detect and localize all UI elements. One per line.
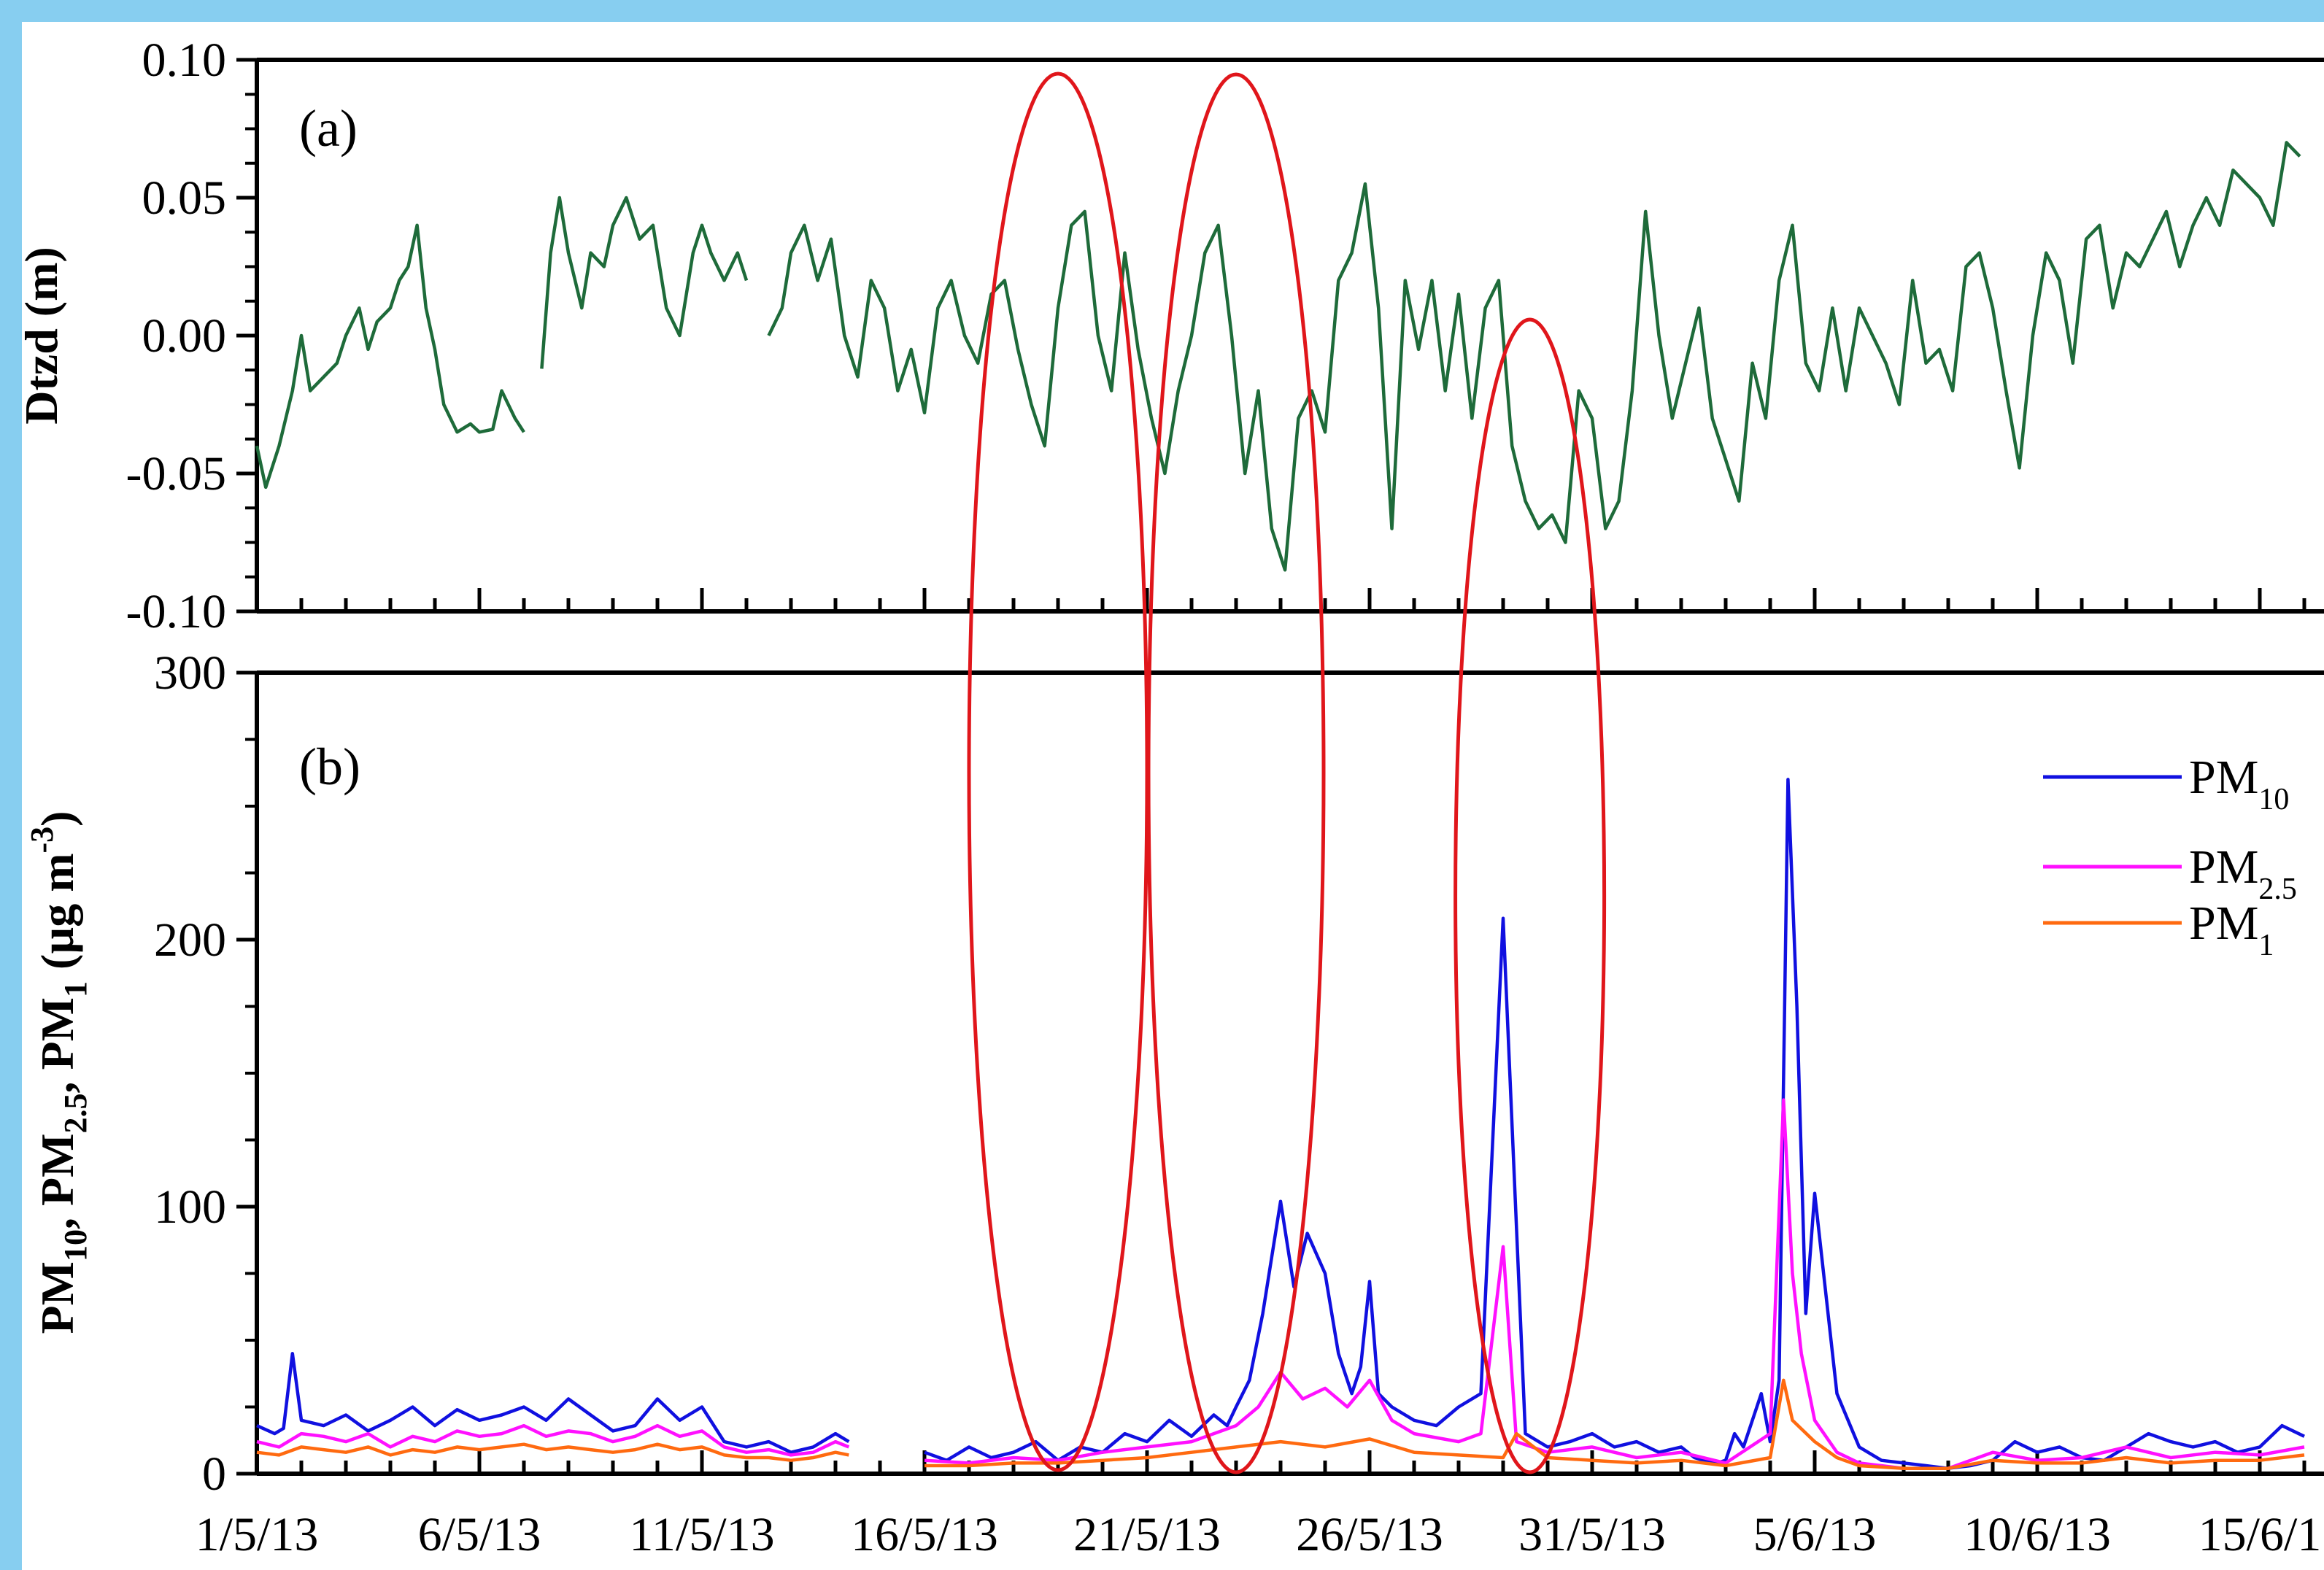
y-tick-label: -0.05 xyxy=(126,447,226,500)
x-tick-label: 5/6/13 xyxy=(1753,1508,1877,1561)
y-label-part: ) xyxy=(31,811,83,827)
y-label-part: PM xyxy=(31,1261,83,1334)
panel-a-ticks xyxy=(236,58,2324,614)
y-tick-label: 300 xyxy=(154,646,226,700)
y-tick-label: 100 xyxy=(154,1180,226,1234)
y-tick-label: -0.10 xyxy=(126,585,226,638)
y-label-part: 10 xyxy=(58,1229,93,1261)
y-label-part: (µg m xyxy=(31,853,83,981)
x-tick-label: 16/5/13 xyxy=(851,1508,998,1561)
panel-b-y-axis-label: PM10, PM2.5, PM1 (µg m-3) xyxy=(24,811,93,1334)
panel-a-y-tick-labels: 0.10 0.05 0.00 -0.05 -0.10 xyxy=(126,34,226,638)
highlight-ellipse xyxy=(1454,317,1607,1474)
panel-b-label: (b) xyxy=(299,738,360,796)
y-label-part: -3 xyxy=(24,827,60,854)
panel-a-label: (a) xyxy=(299,99,358,158)
y-tick-label: 0.05 xyxy=(142,171,227,225)
y-tick-label: 0 xyxy=(202,1447,226,1501)
x-tick-label: 26/5/13 xyxy=(1296,1508,1443,1561)
y-label-part: , PM xyxy=(31,1133,83,1229)
series-line xyxy=(924,1378,2305,1470)
panel-b-y-tick-labels: 300 200 100 0 xyxy=(154,646,226,1501)
series-line xyxy=(256,1423,850,1457)
series-line xyxy=(767,141,2301,572)
x-tick-label: 10/6/13 xyxy=(1964,1508,2111,1561)
panel-a: 0.10 0.05 0.00 -0.05 -0.10 (a) Dtzd (m) xyxy=(15,34,2324,638)
y-label-part: 1 xyxy=(58,981,93,997)
panel-a-series xyxy=(255,141,2301,572)
series-line xyxy=(256,1442,849,1462)
y-tick-label: 0.10 xyxy=(142,34,227,87)
y-tick-label: 0.00 xyxy=(142,309,227,363)
y-tick-label: 200 xyxy=(154,913,226,967)
legend-entry: PM2.5 xyxy=(2189,840,2297,906)
series-line xyxy=(924,778,2305,1470)
y-label-part: , PM xyxy=(31,997,83,1094)
y-label-part: 2.5 xyxy=(58,1093,93,1133)
series-line xyxy=(540,196,749,369)
x-tick-label: 21/5/13 xyxy=(1073,1508,1221,1561)
highlight-ellipses xyxy=(967,71,1607,1474)
x-tick-label: 6/5/13 xyxy=(418,1508,541,1561)
series-line xyxy=(256,1352,850,1454)
panel-a-y-axis-label: Dtzd (m) xyxy=(15,247,67,424)
x-tick-labels: 1/5/13 6/5/13 11/5/13 16/5/13 21/5/13 26/5/13… xyxy=(196,1508,2322,1561)
series-line xyxy=(255,223,525,490)
x-tick-label: 31/5/13 xyxy=(1518,1508,1666,1561)
legend-entry: PM1 xyxy=(2189,897,2274,962)
x-tick-label: 1/5/13 xyxy=(196,1508,319,1561)
x-tick-label: 11/5/13 xyxy=(629,1508,774,1561)
highlight-ellipse xyxy=(1146,72,1326,1474)
x-tick-label: 15/6/1 xyxy=(2198,1508,2322,1561)
legend-entry: PM10 xyxy=(2189,751,2289,816)
